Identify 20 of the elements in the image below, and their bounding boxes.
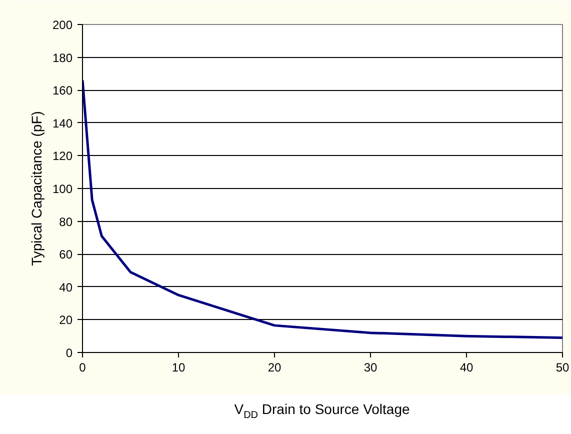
y-tick-label: 140 — [52, 116, 73, 130]
y-tick-label: 100 — [52, 182, 73, 196]
y-tick-label: 180 — [52, 50, 73, 65]
y-tick-label: 200 — [52, 18, 73, 32]
line-series — [82, 79, 562, 339]
x-tick-label: 20 — [268, 360, 282, 374]
x-tick-label: 0 — [79, 360, 86, 374]
x-tick-label: 50 — [556, 360, 570, 374]
y-tick-label: 60 — [59, 248, 73, 262]
y-tick-label: 0 — [66, 346, 73, 360]
y-tick-label: 20 — [59, 313, 73, 328]
x-tick-label: 40 — [460, 360, 474, 374]
y-axis-title: Typical Capacitance (pF) — [28, 111, 44, 266]
y-tick-label: 160 — [52, 84, 73, 98]
x-tick-label: 10 — [172, 360, 186, 374]
y-tick-label: 40 — [59, 280, 73, 294]
y-tick-label: 120 — [52, 149, 73, 164]
x-tick-label: 30 — [364, 360, 378, 374]
x-axis-title: V$_{DD}$ Drain to Source Voltage — [233, 400, 411, 423]
y-tick-label: 80 — [59, 214, 73, 229]
